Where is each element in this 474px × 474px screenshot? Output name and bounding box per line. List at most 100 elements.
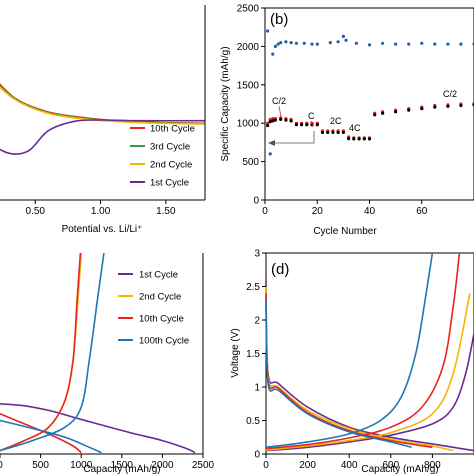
panel-a-x-tick-label-0: 0.50 xyxy=(26,206,46,217)
panel-b-series-2-point-3 xyxy=(273,118,277,122)
panel-b-series-2-point-9 xyxy=(305,123,309,127)
panel-b-series-0-point-24 xyxy=(459,42,463,46)
panel-b-x-tick-label-3: 60 xyxy=(416,206,428,217)
panel-b-series-0-point-2 xyxy=(271,52,275,56)
panel-a-legend-label-1: 3rd Cycle xyxy=(150,142,190,153)
panel-b-series-0-point-23 xyxy=(446,42,450,46)
panel-b-series-0-point-5 xyxy=(279,41,283,45)
panel-d-series-0-charge xyxy=(265,333,474,452)
panel-b-series-1-point-1 xyxy=(268,117,272,121)
panel-b-series-0-point-19 xyxy=(394,42,398,46)
panel-b-series-0-point-9 xyxy=(302,41,306,45)
panel-d-series-2-charge xyxy=(265,252,461,450)
panel-d: 00.511.522.53 0 200 400 600 800 Voltage (V) … xyxy=(230,249,474,474)
panel-d-y-tick-label-3: 1.5 xyxy=(246,349,260,360)
panel-b-series-2-point-14 xyxy=(331,130,335,134)
panel-b-series-1-point-2 xyxy=(271,117,275,121)
panel-c-series-0-discharge xyxy=(0,403,196,454)
panel-b-series-2-point-1 xyxy=(268,120,272,124)
panel-b-series-0-point-15 xyxy=(344,38,348,42)
panel-b-series-2-point-20 xyxy=(362,137,366,141)
panel-b-series-2-point-2 xyxy=(271,119,275,123)
panel-c-legend-label-2: 10th Cycle xyxy=(139,314,184,325)
panel-b-series-2-point-8 xyxy=(300,123,304,127)
panel-d-plot xyxy=(265,252,474,452)
panel-d-y-ticks: 0 0.5 1 1.5 2 2.5 3 xyxy=(246,249,266,461)
panel-c-series-2-discharge xyxy=(0,413,82,454)
panel-c-x-tick-label-2: 1000 xyxy=(70,460,93,471)
panel-b-y-axis-label: Specific Capacity (mAh/g) xyxy=(220,46,231,161)
arrow-annotation xyxy=(268,131,315,146)
panel-c-series-3-discharge xyxy=(0,419,102,454)
panel-b-series-2-point-17 xyxy=(347,137,351,141)
panel-b-series-0-point-1 xyxy=(268,152,272,156)
panel-c-x-axis-label: Capacity (mAh/g) xyxy=(83,464,160,474)
panel-b-x-ticks: 0 20 40 60 xyxy=(262,200,428,217)
panel-b-series-2-point-15 xyxy=(336,130,340,134)
panel-c: 0 500 1000 1500 2000 2500 Capacity (mAh/g) 1s… xyxy=(0,252,215,474)
panel-c-series-1-charge xyxy=(0,252,82,452)
panel-b-x-tick-label-0: 0 xyxy=(262,206,268,217)
panel-b-series-2-point-28 xyxy=(446,104,450,108)
panel-b-y-tick-label-4: 2000 xyxy=(237,42,260,53)
panel-d-y-tick-label-1: 0.5 xyxy=(246,416,260,427)
panel-b-series-2-point-5 xyxy=(284,118,288,122)
panel-b-series-0-point-20 xyxy=(407,42,411,46)
panel-b-series-0-point-8 xyxy=(294,41,298,45)
panel-a-legend-label-3: 1st Cycle xyxy=(150,178,189,189)
panel-b-frame xyxy=(264,7,474,201)
panel-d-series-3-discharge xyxy=(265,299,412,449)
panel-d-series-2-discharge xyxy=(265,293,433,449)
panel-c-legend-label-0: 1st Cycle xyxy=(139,270,178,281)
panel-b-series-0-point-12 xyxy=(328,41,332,45)
panel-b-series-0-point-7 xyxy=(289,41,293,45)
panel-d-series-3-charge xyxy=(265,252,434,449)
panel-a-plot xyxy=(0,83,206,155)
panel-d-x-tick-label-1: 200 xyxy=(299,460,316,471)
panel-d-x-tick-label-0: 0 xyxy=(263,460,269,471)
panel-b-series-2-point-11 xyxy=(315,123,319,127)
panel-b-series-2-point-25 xyxy=(407,108,411,112)
panel-d-y-tick-label-5: 2.5 xyxy=(246,282,260,293)
panel-d-x-axis-label: Capacity (mAh/g) xyxy=(361,464,438,474)
panel-b-series-0-point-21 xyxy=(420,41,424,45)
panel-b-series-0-point-6 xyxy=(284,40,288,44)
panel-b-series-2-point-29 xyxy=(459,103,463,108)
panel-a-series-2-line xyxy=(0,86,206,125)
panel-b-y-ticks: 0 500 1000 1500 2000 2500 xyxy=(237,4,265,207)
panel-d-series-1-charge xyxy=(265,293,471,451)
panel-c-plot xyxy=(0,252,196,454)
panel-b-series-2-point-18 xyxy=(352,137,356,141)
panel-b-y-tick-label-0: 0 xyxy=(253,196,259,207)
rate-pointer-c2-first xyxy=(278,105,282,118)
panel-d-x-tick-label-2: 400 xyxy=(341,460,358,471)
panel-b-plot xyxy=(266,29,474,156)
panel-b-series-0-point-13 xyxy=(336,40,340,44)
panel-b-series-0-point-16 xyxy=(354,41,358,45)
panel-b-series-0-point-17 xyxy=(367,43,372,47)
panel-c-x-tick-label-3: 1500 xyxy=(111,460,134,471)
panel-c-series-2-charge xyxy=(0,252,82,452)
panel-b-series-2-point-6 xyxy=(289,119,293,123)
panel-c-x-tick-label-5: 2500 xyxy=(192,460,215,471)
panel-c-legend: 1st Cycle 2nd Cycle 10th Cycle 100th Cycle xyxy=(118,270,189,347)
panel-a-legend-label-2: 2nd Cycle xyxy=(150,160,192,171)
panel-b-series-0-point-4 xyxy=(276,42,280,46)
panel-a-series-1-line xyxy=(0,84,206,125)
panel-b-series-2-point-27 xyxy=(433,105,437,109)
panel-d-x-ticks: 0 200 400 600 800 xyxy=(263,454,441,471)
panel-c-legend-label-1: 2nd Cycle xyxy=(139,292,181,303)
panel-b-title: (b) xyxy=(270,11,288,28)
panel-c-x-tick-label-0: 0 xyxy=(0,460,3,471)
panel-b-series-2-point-16 xyxy=(341,130,345,134)
panel-a-x-tick-label-2: 1.50 xyxy=(156,206,176,217)
panel-b: 0 500 1000 1500 2000 2500 0 20 40 60 Specific Ca… xyxy=(220,4,474,237)
panel-b-series-0-point-14 xyxy=(341,34,345,39)
panel-a: 0.50 1.00 1.50 Potential vs. Li/Li⁺ 10th C… xyxy=(0,5,206,235)
rate-label-c: C xyxy=(308,111,315,121)
panel-b-y-tick-label-2: 1000 xyxy=(237,119,260,130)
panel-b-series-1-point-0 xyxy=(266,121,270,125)
panel-b-series-0-point-18 xyxy=(381,41,385,45)
panel-a-series-0-line xyxy=(0,83,206,125)
panel-a-x-tick-label-1: 1.00 xyxy=(91,206,111,217)
